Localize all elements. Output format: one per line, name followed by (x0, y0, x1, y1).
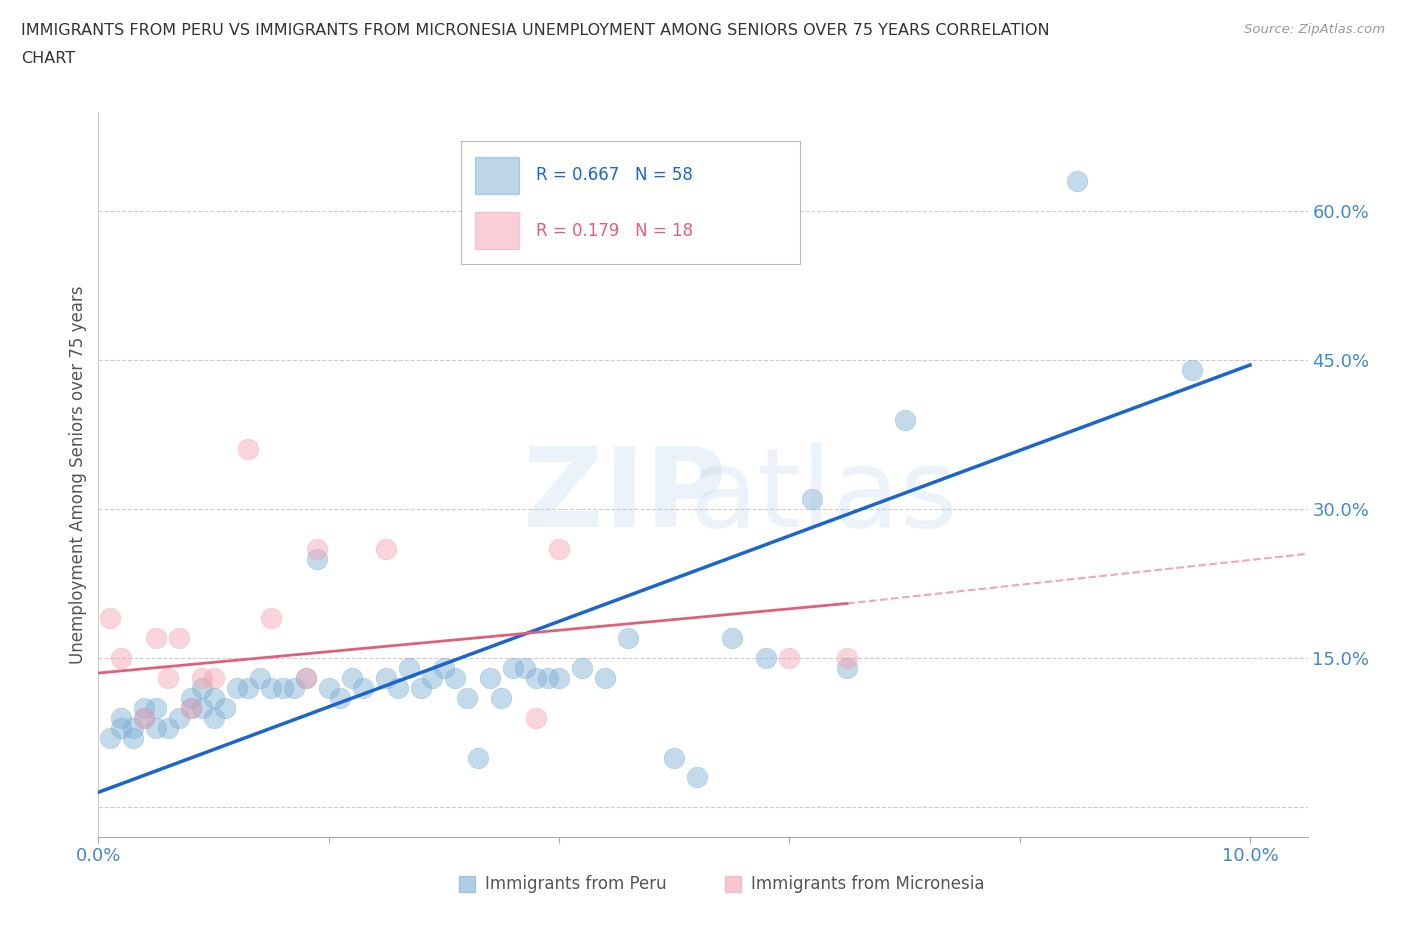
Point (467, 751, 489, 765)
Point (236, 442, 259, 457)
Point (536, 671, 558, 685)
Point (755, 651, 778, 666)
Point (180, 690, 202, 705)
Point (1181, 363, 1204, 378)
Point (260, 681, 283, 696)
Point (686, 770, 709, 785)
Point (307, 541, 329, 556)
Point (478, 671, 501, 685)
Point (513, 660, 536, 675)
Point (156, 720, 179, 735)
Point (664, 751, 686, 765)
Point (375, 671, 398, 685)
Point (548, 671, 571, 685)
Point (422, 671, 444, 685)
Point (387, 681, 409, 696)
Point (524, 671, 547, 685)
Point (318, 681, 340, 696)
Point (134, 700, 156, 715)
Point (398, 660, 420, 675)
Point (122, 730, 145, 745)
Point (593, 671, 616, 685)
Point (180, 700, 202, 715)
Point (778, 651, 800, 666)
Point (491, 690, 513, 705)
Point (502, 660, 524, 675)
Point (167, 711, 190, 725)
Point (294, 671, 316, 685)
Point (225, 681, 247, 696)
Point (352, 681, 374, 696)
Point (191, 700, 214, 715)
Point (835, 660, 858, 675)
Point (548, 541, 571, 556)
Point (110, 720, 132, 735)
Text: CHART: CHART (21, 51, 75, 66)
Point (145, 631, 167, 645)
Text: ZIP: ZIP (523, 443, 725, 550)
Point (98, 611, 121, 626)
Point (180, 700, 202, 715)
Point (524, 711, 547, 725)
Point (329, 690, 352, 705)
Point (145, 700, 167, 715)
Point (145, 720, 167, 735)
Point (98, 730, 121, 745)
Point (134, 711, 156, 725)
Point (249, 671, 271, 685)
Point (110, 711, 132, 725)
Point (409, 681, 432, 696)
Y-axis label: Unemployment Among Seniors over 75 years: Unemployment Among Seniors over 75 years (69, 286, 87, 663)
Point (340, 671, 363, 685)
Point (375, 541, 398, 556)
Point (1066, 174, 1088, 189)
Point (167, 631, 190, 645)
Point (617, 631, 640, 645)
Point (191, 671, 214, 685)
Point (444, 671, 467, 685)
Point (134, 711, 156, 725)
Point (456, 690, 478, 705)
Text: atlas: atlas (690, 443, 957, 550)
Point (191, 681, 214, 696)
Point (202, 711, 225, 725)
Point (283, 681, 305, 696)
Point (156, 671, 179, 685)
Point (294, 671, 316, 685)
Point (835, 651, 858, 666)
Text: Immigrants from Peru: Immigrants from Peru (485, 875, 666, 893)
Point (214, 700, 236, 715)
Point (801, 492, 824, 507)
Point (433, 660, 456, 675)
Point (202, 690, 225, 705)
Point (271, 681, 294, 696)
Point (571, 660, 593, 675)
Point (307, 551, 329, 566)
Point (122, 720, 145, 735)
Point (110, 651, 132, 666)
Point (893, 412, 915, 427)
Point (236, 681, 259, 696)
Text: Source: ZipAtlas.com: Source: ZipAtlas.com (1244, 23, 1385, 36)
Point (720, 631, 742, 645)
Text: Immigrants from Micronesia: Immigrants from Micronesia (751, 875, 984, 893)
Point (260, 611, 283, 626)
Point (202, 671, 225, 685)
Text: IMMIGRANTS FROM PERU VS IMMIGRANTS FROM MICRONESIA UNEMPLOYMENT AMONG SENIORS OV: IMMIGRANTS FROM PERU VS IMMIGRANTS FROM … (21, 23, 1050, 38)
